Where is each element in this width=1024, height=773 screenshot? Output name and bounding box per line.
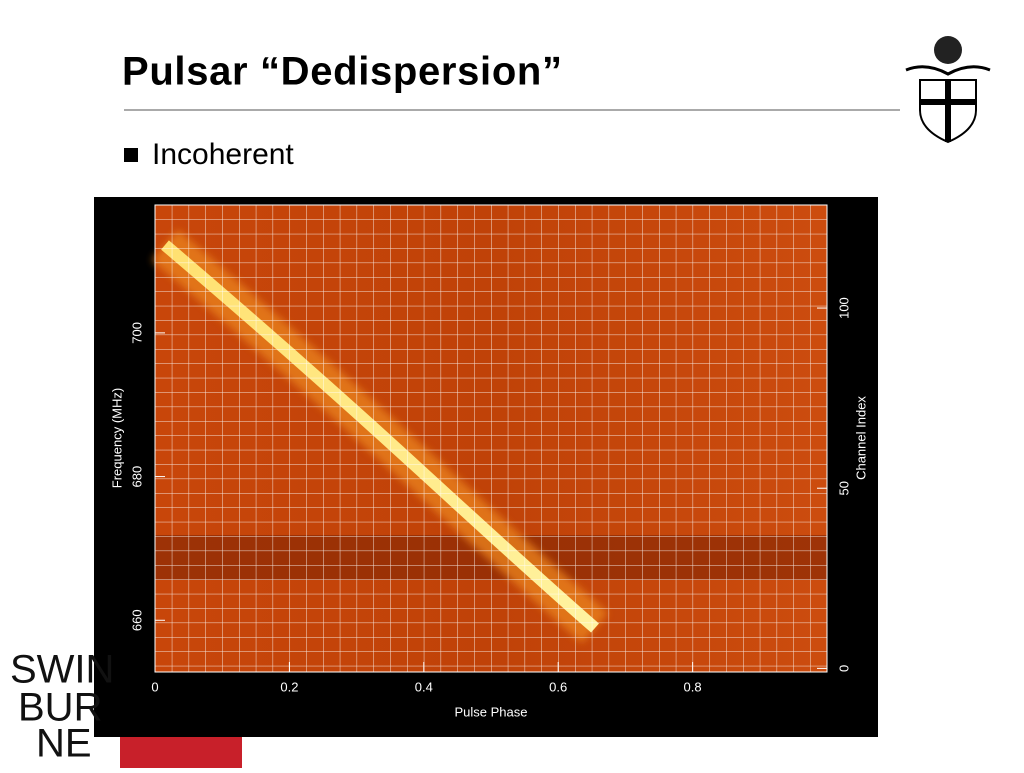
crest (905, 36, 991, 144)
y2-tick-label: 50 (836, 481, 851, 495)
y2-tick-label: 0 (836, 665, 851, 672)
bullet-text: Incoherent (152, 138, 294, 171)
logo: SWIN BUR NE (10, 648, 114, 766)
y-tick-label: 680 (129, 466, 144, 488)
y2-axis-label: Channel Index (853, 396, 868, 480)
y2-tick-label: 100 (836, 297, 851, 319)
axes: 0 0.2 0.4 0.6 0.8 660 680 700 0 50 100 (129, 204, 851, 694)
x-tick-label: 0.6 (549, 679, 567, 694)
footer-bar (120, 737, 242, 768)
plot-border (154, 204, 828, 673)
logo-line: BUR (18, 686, 102, 730)
x-tick-label: 0.2 (280, 679, 298, 694)
x-tick-label: 0 (151, 679, 158, 694)
x-axis-label: Pulse Phase (455, 704, 528, 719)
logo-line: SWIN (10, 648, 114, 692)
grid (155, 205, 827, 672)
waterfall-plot (152, 205, 827, 672)
y-tick-label: 700 (129, 322, 144, 344)
slide-title: Pulsar “Dedispersion” (122, 50, 562, 94)
logo-line: NE (36, 722, 92, 766)
y-tick-label: 660 (129, 609, 144, 631)
y-axis-label: Frequency (MHz) (109, 388, 124, 488)
bullet-icon (124, 148, 138, 162)
x-tick-label: 0.4 (415, 679, 433, 694)
x-tick-label: 0.8 (684, 679, 702, 694)
